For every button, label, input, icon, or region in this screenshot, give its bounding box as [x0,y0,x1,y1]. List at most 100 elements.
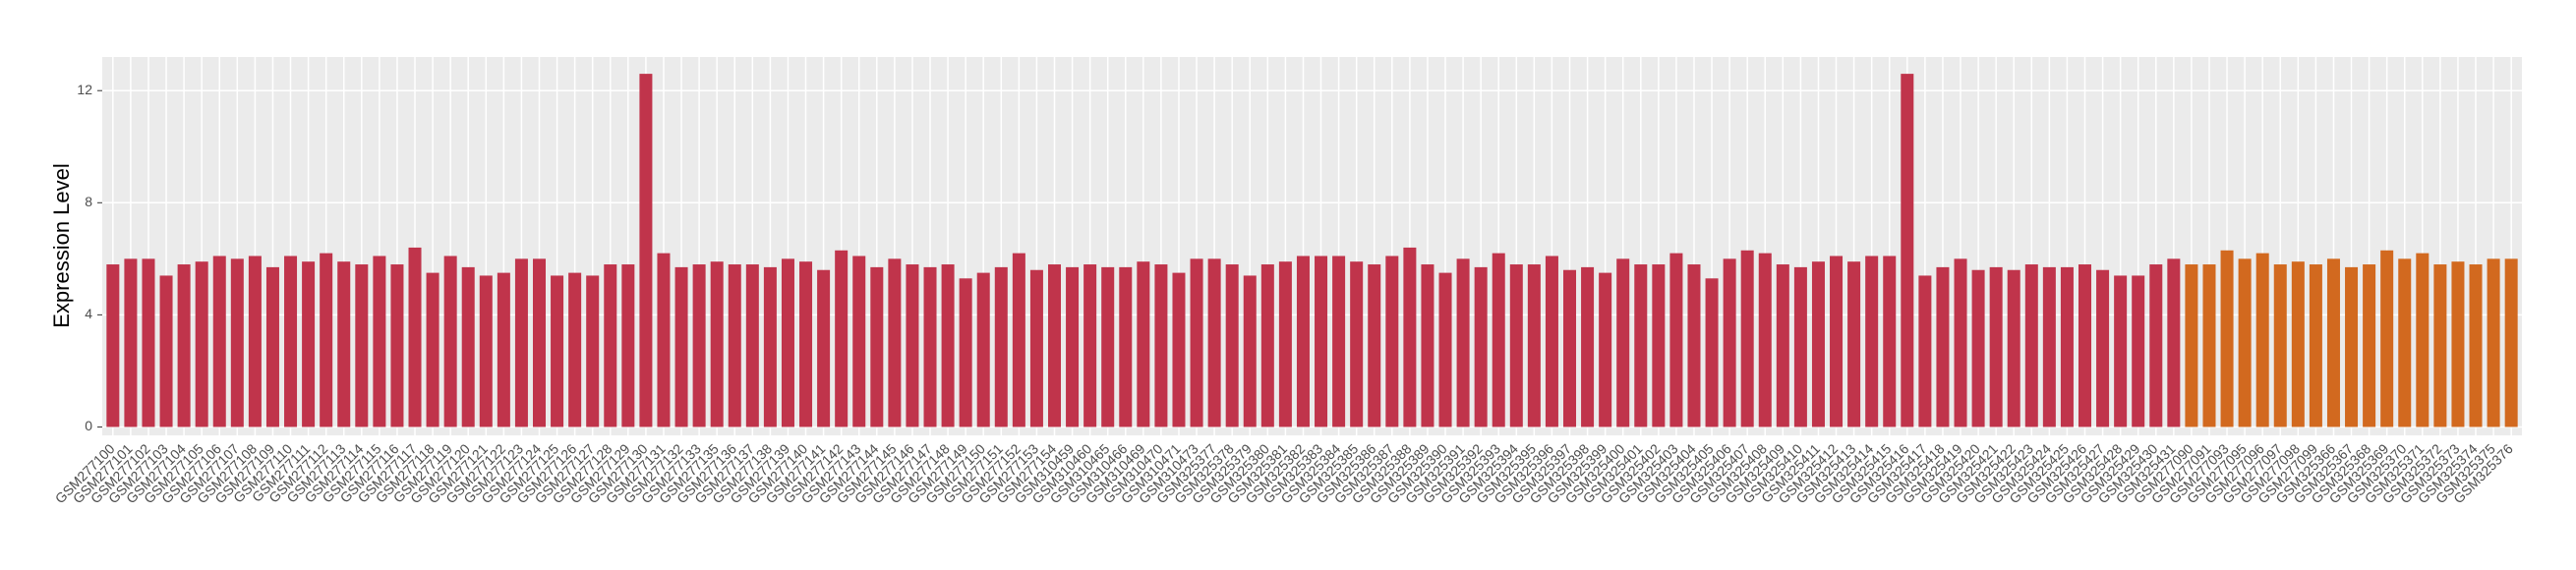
bar [2238,258,2252,428]
bar [1901,74,1914,428]
bar [692,264,706,428]
bar [1137,261,1150,428]
bar [1865,256,1879,428]
bar [1599,272,1612,428]
bar [177,264,191,428]
bar [142,258,155,428]
bar [1083,264,1097,428]
bar [1509,264,1523,428]
bar [1243,275,1257,428]
bar [265,266,279,428]
bar [1918,275,1932,428]
bar [1296,256,1310,428]
bar [1368,264,1381,428]
bar [551,275,564,428]
bar [1029,269,1043,428]
bar [2114,275,2128,428]
bar [728,264,741,428]
bar [1456,258,1470,428]
bar [2220,250,2234,428]
bar [1847,261,1861,428]
bar [1403,247,1417,428]
bar [1438,272,1452,428]
bar [284,256,298,428]
bar [1527,264,1541,428]
y-tick-label: 4 [85,306,92,321]
bar [2504,258,2518,428]
bar [2185,264,2198,428]
bar [2024,264,2038,428]
bar [994,266,1008,428]
bar [1207,258,1221,428]
bar [2309,264,2322,428]
bar [1936,266,1950,428]
bar [2326,258,2340,428]
bar [373,256,386,428]
bar [1830,256,1844,428]
bar [479,275,493,428]
bar [710,261,724,428]
y-axis-title: Expression Level [49,163,74,328]
bar [1260,264,1274,428]
bar [230,258,244,428]
bar [1793,266,1807,428]
bar [408,247,422,428]
bar [2363,264,2376,428]
bar [2255,253,2269,428]
bar [1172,272,1186,428]
bar [639,74,653,428]
bar [1971,269,1985,428]
bar [835,250,849,428]
bar [2132,275,2145,428]
bar [1278,261,1292,428]
bar [852,256,866,428]
bar [355,264,369,428]
bar [870,266,884,428]
bar [320,253,333,428]
bar [1634,264,1648,428]
bar [586,275,600,428]
bar [941,264,955,428]
bar [1492,253,1505,428]
bar [2060,266,2074,428]
bar [514,258,528,428]
bar [443,256,457,428]
bar [1723,258,1736,428]
bar [604,264,617,428]
bar [1421,264,1434,428]
bar [2469,264,2483,428]
bar [2273,264,2287,428]
bar [1705,278,1719,428]
bar [1687,264,1701,428]
bar [621,264,635,428]
bar [2451,261,2465,428]
bar [657,253,671,428]
bar [302,261,316,428]
bar [461,266,475,428]
bar [2096,269,2110,428]
bar [763,266,777,428]
bar [976,272,990,428]
bar [124,258,138,428]
bar [1350,261,1364,428]
bar [1332,256,1346,428]
bar [2345,266,2359,428]
bar [106,264,120,428]
bar [1581,266,1595,428]
bar [2149,264,2163,428]
bar [1474,266,1488,428]
bar [1758,253,1772,428]
bar [674,266,688,428]
bar [1740,250,1754,428]
bar [781,258,794,428]
bar [2380,250,2394,428]
bar [248,256,262,428]
bar [1012,253,1025,428]
bar [2167,258,2181,428]
y-tick-label: 12 [77,82,92,97]
bar [390,264,404,428]
bar [1954,258,1967,428]
bar [1562,269,1577,428]
bar [1315,256,1328,428]
